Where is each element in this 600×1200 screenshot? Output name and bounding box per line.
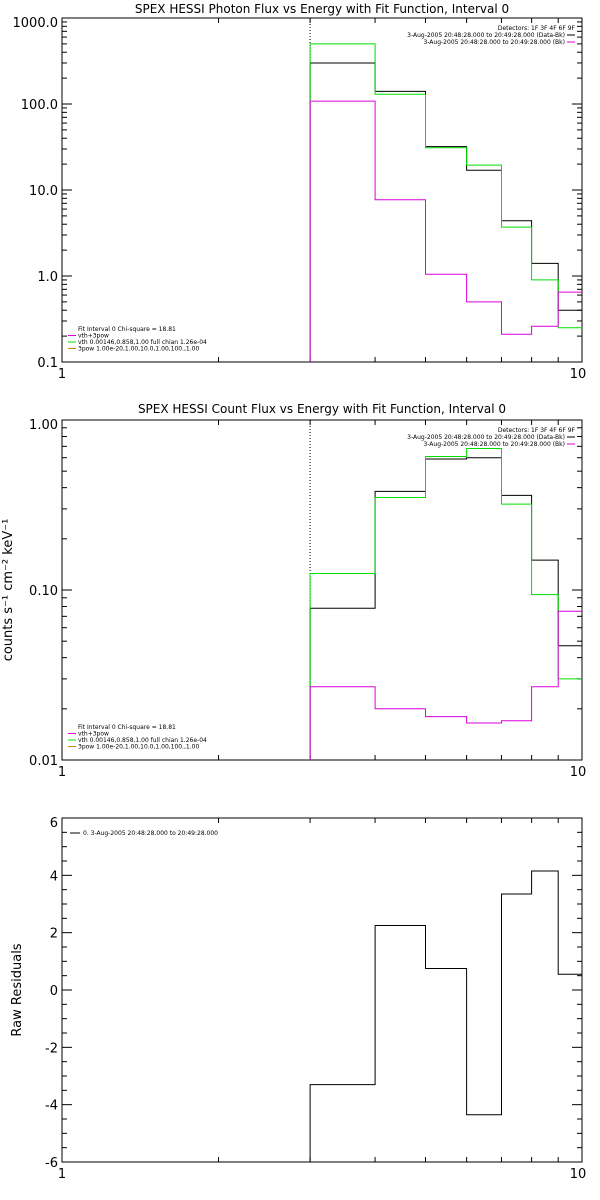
residuals-ylabel: Raw Residuals [10,943,25,1036]
residuals-ticks: 1 10 -6 -4 -2 0 2 4 6 [45,816,586,1182]
residuals-panel: Raw Residuals 1 10 -6 -4 -2 0 2 4 6 0. 3-Aug-200… [10,816,586,1182]
count-flux-x-tick-label: 10 [570,765,587,780]
count-flux-legend-bottom-text: vth 0.00146,0.858,1.00 full chian 1.26e-… [78,737,207,744]
residuals-y-tick-label: 2 [50,927,58,942]
residuals-legend-text: 0. 3-Aug-2005 20:48:28.000 to 20:49:28.0… [83,830,218,837]
photon-flux-y-tick-label: 0.1 [37,356,58,371]
residuals-series [309,870,582,1162]
residuals-y-tick-label: 6 [50,816,58,831]
photon-flux-legend-bottom-text: 3pow 1.00e-20,1.00,10.0,1.00,100.,1.00 [78,346,199,353]
count-flux-series [309,420,582,760]
residuals-y-tick-label: -6 [45,1156,58,1171]
count-flux-legend-bottom: Fit Interval 0 Chi-square = 18.81vth+3po… [68,724,207,751]
photon-flux-y-tick-label: 1.0 [37,270,58,285]
photon-flux-panel: SPEX HESSI Photon Flux vs Energy with Fi… [13,2,587,382]
photon-flux-y-tick-label: 100.0 [21,98,58,113]
photon-flux-legend-top-text: 3-Aug-2005 20:48:28.000 to 20:49:28.000 … [423,39,565,46]
photon-flux-ticks: 1 10 0.1 1.0 10.0 100.0 1000.0 [13,16,587,382]
count-flux-ticks: 1 10 0.01 0.10 1.00 [29,418,586,780]
photon-flux-legend-top: 3-Aug-2005 20:48:28.000 to 20:49:28.000 … [407,32,575,46]
residuals-x-tick-label: 1 [58,1167,66,1182]
count-flux-legend-bottom-text: Fit Interval 0 Chi-square = 18.81 [78,724,176,731]
photon-flux-series-background [309,100,582,362]
count-flux-y-tick-label: 0.01 [29,754,58,769]
count-flux-legend-bottom-text: 3pow 1.00e-20,1.00,10.0,1.00,100.,1.00 [78,744,199,751]
count-flux-series-background [309,610,582,760]
photon-flux-legend-bottom-text: Fit Interval 0 Chi-square = 18.81 [78,326,176,333]
residuals-y-tick-label: 0 [50,984,58,999]
photon-flux-detectors: Detectors: 1F 3F 4F 6F 9F [498,25,576,32]
residuals-y-tick-label: 4 [50,869,58,884]
photon-flux-x-tick-label: 1 [58,367,66,382]
photon-flux-series-fit [309,43,582,362]
residuals-series-residual [309,870,582,1162]
count-flux-y-tick-label: 1.00 [29,418,58,433]
count-flux-title: SPEX HESSI Count Flux vs Energy with Fit… [138,402,506,416]
count-flux-panel: SPEX HESSI Count Flux vs Energy with Fit… [1,402,586,780]
photon-flux-legend-bottom-text: vth+3pow [78,333,109,340]
count-flux-ylabel: counts s⁻¹ cm⁻² keV⁻¹ [1,519,16,662]
count-flux-legend-top-text: 3-Aug-2005 20:48:28.000 to 20:49:28.000 … [423,441,565,448]
count-flux-series-fit [309,448,582,760]
residuals-y-tick-label: -2 [45,1041,58,1056]
count-flux-y-tick-label: 0.10 [29,584,58,599]
photon-flux-legend-bottom-text: vth 0.00146,0.858,1.00 full chian 1.26e-… [78,339,207,346]
photon-flux-legend-bottom: Fit Interval 0 Chi-square = 18.81vth+3po… [68,326,207,353]
count-flux-legend-bottom-text: vth+3pow [78,731,109,738]
photon-flux-y-tick-label: 10.0 [29,184,58,199]
photon-flux-title: SPEX HESSI Photon Flux vs Energy with Fi… [135,2,509,16]
count-flux-legend-top: 3-Aug-2005 20:48:28.000 to 20:49:28.000 … [407,434,575,448]
residuals-y-tick-label: -4 [45,1099,58,1114]
photon-flux-series [309,18,582,362]
photon-flux-x-tick-label: 10 [570,367,587,382]
count-flux-detectors: Detectors: 1F 3F 4F 6F 9F [498,427,576,434]
residuals-legend: 0. 3-Aug-2005 20:48:28.000 to 20:49:28.0… [70,830,218,837]
count-flux-x-tick-label: 1 [58,765,66,780]
photon-flux-y-tick-label: 1000.0 [13,16,59,31]
residuals-x-tick-label: 10 [570,1167,587,1182]
count-flux-legend-top-text: 3-Aug-2005 20:48:28.000 to 20:49:28.000 … [407,434,565,441]
photon-flux-legend-top-text: 3-Aug-2005 20:48:28.000 to 20:49:28.000 … [407,32,565,39]
